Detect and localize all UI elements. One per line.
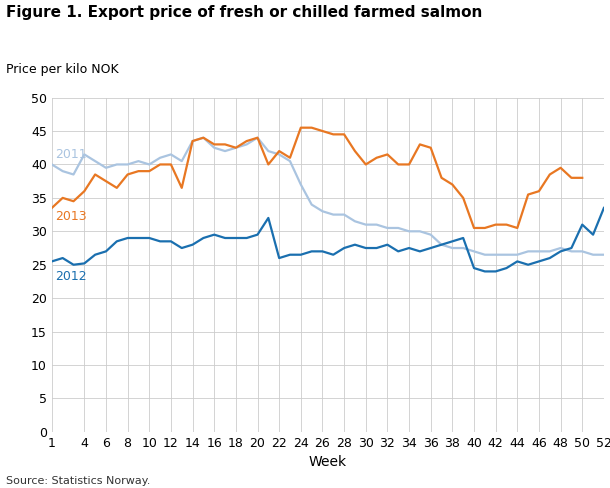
Text: Figure 1. Export price of fresh or chilled farmed salmon: Figure 1. Export price of fresh or chill… <box>6 5 483 20</box>
Text: 2012: 2012 <box>55 270 87 283</box>
Text: 2013: 2013 <box>55 210 87 223</box>
Text: 2011: 2011 <box>55 148 87 161</box>
Text: Source: Statistics Norway.: Source: Statistics Norway. <box>6 476 151 486</box>
Text: Price per kilo NOK: Price per kilo NOK <box>6 62 119 76</box>
X-axis label: Week: Week <box>309 455 347 469</box>
